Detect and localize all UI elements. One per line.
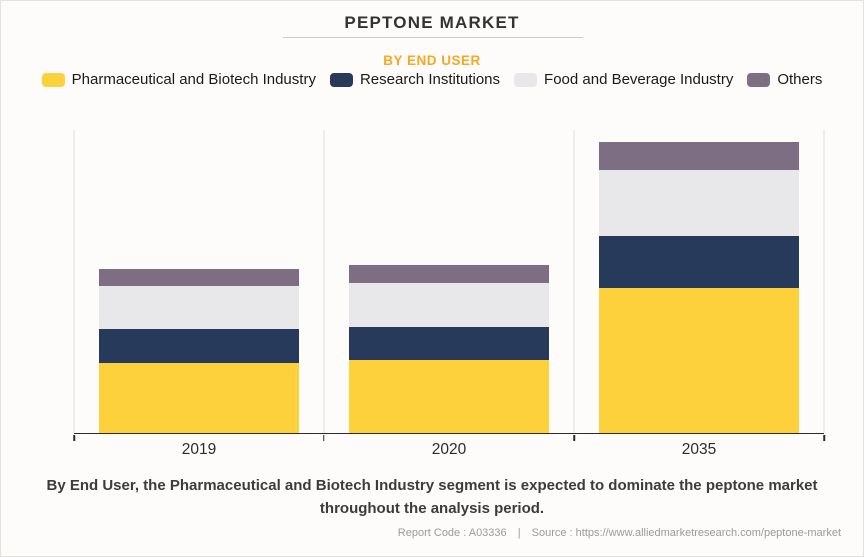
chart-title: PEPTONE MARKET <box>344 13 520 32</box>
source-text: Source : https://www.alliedmarketresearc… <box>531 527 841 539</box>
x-axis-label-2035: 2035 <box>681 441 717 458</box>
bar-segment-others <box>599 142 799 171</box>
axis-tick <box>73 434 75 441</box>
category-gridline <box>823 130 825 433</box>
bar-segment-pharmaceutical-and-biotech-industry <box>349 359 549 433</box>
bar-segment-others <box>349 265 549 284</box>
bar-segment-research-institutions <box>349 327 549 360</box>
category-gridline <box>323 130 325 433</box>
bar-2020 <box>349 130 549 433</box>
bar-slot-2019 <box>74 130 324 433</box>
bar-segment-food-and-beverage-industry <box>99 286 299 330</box>
category-gridline <box>573 130 575 433</box>
bar-2019 <box>99 130 299 433</box>
legend-swatch-icon <box>514 72 538 87</box>
bar-slots <box>74 130 824 433</box>
legend-item-research-institutions: Research Institutions <box>329 71 501 88</box>
statement-line-2: throughout the analysis period. <box>319 500 545 517</box>
statement-line-1: By End User, the Pharmaceutical and Biot… <box>46 477 818 494</box>
footer-statement: By End User, the Pharmaceutical and Biot… <box>1 474 863 520</box>
bar-segment-research-institutions <box>599 236 799 288</box>
bar-segment-food-and-beverage-industry <box>349 283 549 328</box>
legend-item-others: Others <box>747 71 822 88</box>
axis-tick <box>573 434 575 441</box>
bar-segment-food-and-beverage-industry <box>599 170 799 237</box>
x-axis-labels: 2019 2020 2035 <box>74 441 824 459</box>
title-divider <box>283 37 583 38</box>
bar-segment-research-institutions <box>99 329 299 363</box>
legend-swatch-icon <box>329 72 353 87</box>
category-gridline <box>73 130 75 433</box>
legend-swatch-icon <box>747 72 771 87</box>
x-axis-label-2020: 2020 <box>431 441 467 458</box>
report-source-line: Report Code : A03336 | Source : https://… <box>398 527 841 539</box>
legend-item-label: Pharmaceutical and Biotech Industry <box>71 71 316 88</box>
x-axis-label-2019: 2019 <box>181 441 217 458</box>
axis-tick <box>823 434 825 441</box>
plot-area <box>73 130 825 441</box>
legend-item-food-and-beverage-industry: Food and Beverage Industry <box>514 71 733 88</box>
axis-tick <box>323 434 325 441</box>
legend: Pharmaceutical and Biotech Industry Resea… <box>1 71 863 88</box>
legend-item-label: Others <box>777 71 823 88</box>
bar-2035 <box>599 130 799 433</box>
chart-subtitle: BY END USER <box>383 53 481 68</box>
bar-slot-2035 <box>574 130 824 433</box>
report-code-text: Report Code : A03336 <box>397 527 507 539</box>
report-source-divider: | <box>517 527 521 539</box>
bar-segment-pharmaceutical-and-biotech-industry <box>599 287 799 433</box>
bar-slot-2020 <box>324 130 574 433</box>
legend-swatch-icon <box>41 72 65 87</box>
bar-segment-pharmaceutical-and-biotech-industry <box>99 362 299 433</box>
legend-item-label: Food and Beverage Industry <box>544 71 734 88</box>
bar-segment-others <box>99 269 299 287</box>
legend-item-pharmaceutical-and-biotech-industry: Pharmaceutical and Biotech Industry <box>41 71 316 88</box>
legend-item-label: Research Institutions <box>359 71 501 88</box>
